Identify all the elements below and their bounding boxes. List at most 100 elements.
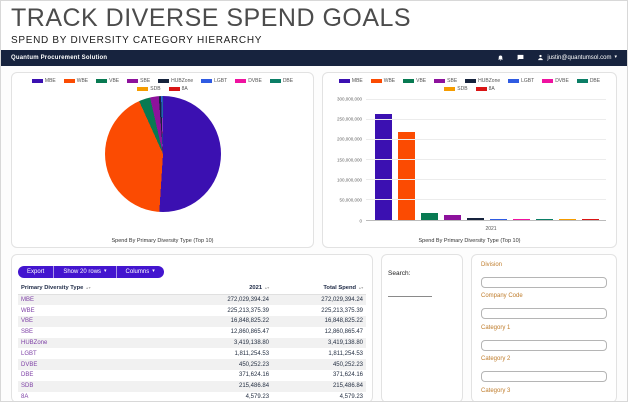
legend-item[interactable]: SBE — [434, 78, 457, 84]
spend-2021-cell: 16,848,825.22 — [178, 316, 273, 327]
column-header-diversity-type[interactable]: Primary Diversity Type ▲▼ — [18, 282, 179, 295]
column-header-2021[interactable]: 2021 ▲▼ — [178, 282, 273, 295]
diversity-type-cell: LGBT — [18, 348, 178, 359]
filter-field-category-2: Category 2 — [481, 356, 607, 383]
bar-x-tick-label: 2021 — [485, 225, 497, 232]
bar-WBE[interactable] — [398, 132, 415, 220]
filter-input-category-1[interactable] — [481, 339, 607, 351]
export-button[interactable]: Export — [18, 265, 55, 278]
bar-MBE[interactable] — [375, 114, 392, 220]
y-axis-tick-label: 0 — [359, 218, 362, 223]
gridline — [366, 159, 606, 160]
legend-item[interactable]: VBE — [403, 78, 426, 84]
legend-item[interactable]: DVBE — [542, 78, 569, 84]
legend-item[interactable]: WBE — [370, 78, 395, 84]
show-rows-label: Show 20 rows — [63, 268, 102, 275]
legend-item[interactable]: DVBE — [235, 78, 262, 84]
search-label: Search: — [388, 269, 411, 277]
diversity-type-link[interactable]: LGBT — [21, 350, 37, 357]
diversity-type-link[interactable]: SDB — [21, 383, 34, 390]
filter-field-category-1: Category 1 — [481, 325, 607, 352]
legend-swatch — [127, 78, 139, 83]
filter-input-division[interactable] — [481, 276, 607, 288]
diversity-type-link[interactable]: SBE — [21, 329, 34, 336]
diversity-type-link[interactable]: MBE — [21, 296, 35, 303]
legend-label: DVBE — [555, 77, 569, 84]
app-brand[interactable]: Quantum Procurement Solution — [11, 54, 108, 61]
bar-DBE[interactable] — [536, 218, 553, 220]
spend-2021-cell: 225,213,375.39 — [227, 307, 270, 314]
diversity-type-link[interactable]: DVBE — [21, 361, 38, 368]
legend-label: DVBE — [248, 77, 262, 84]
legend-item[interactable]: HUBZone — [465, 78, 500, 84]
bar-VBE[interactable] — [421, 213, 438, 220]
legend-label: MBE — [44, 77, 56, 84]
legend-label: DBE — [282, 77, 294, 84]
legend-item[interactable]: DBE — [269, 77, 294, 84]
show-rows-dropdown[interactable]: Show 20 rows ▾ — [54, 265, 117, 278]
legend-item[interactable]: DBE — [576, 78, 600, 84]
legend-item[interactable]: HUBZone — [158, 78, 193, 84]
legend-item[interactable]: LGBT — [201, 78, 227, 84]
diversity-type-link[interactable]: WBE — [21, 307, 35, 314]
pie-chart-caption: Spend By Primary Diversity Type (Top 10) — [111, 237, 214, 244]
diversity-type-link[interactable]: VBE — [21, 318, 34, 325]
bar-chart-bars — [366, 99, 606, 220]
spend-2021-cell: 12,860,865.47 — [230, 329, 270, 336]
legend-item[interactable]: SDB — [137, 86, 161, 92]
legend-item[interactable]: VBE — [96, 78, 119, 84]
legend-item[interactable]: MBE — [31, 77, 56, 84]
total-spend-cell: 450,252.23 — [272, 359, 366, 370]
legend-item[interactable]: LGBT — [508, 78, 534, 84]
filter-label: Category 3 — [481, 387, 511, 394]
diversity-type-link[interactable]: DBE — [21, 372, 34, 379]
legend-item[interactable]: SDB — [444, 85, 468, 92]
filter-input-category-2[interactable] — [481, 371, 607, 382]
diversity-type-cell: HUBZone — [18, 337, 179, 349]
column-header-total-spend[interactable]: Total Spend ▲▼ — [272, 282, 366, 295]
bar-LGBT[interactable] — [490, 218, 507, 220]
diversity-type-link[interactable]: 8A — [21, 393, 29, 400]
filter-input-company-code[interactable] — [481, 308, 607, 319]
diversity-type-link[interactable]: HUBZone — [21, 340, 48, 347]
export-button-label: Export — [27, 268, 45, 275]
diversity-type-cell: SDB — [18, 380, 179, 392]
columns-dropdown[interactable]: Columns ▾ — [116, 265, 164, 278]
legend-label: 8A — [488, 85, 495, 92]
user-menu[interactable]: justin@quantumsol.com ▾ — [537, 54, 617, 61]
notifications-bell-icon[interactable] — [497, 54, 504, 61]
gridline — [366, 179, 606, 181]
y-axis-tick-label: 100,000,000 — [336, 177, 362, 183]
bar-8A[interactable] — [582, 218, 599, 220]
filter-label: Category 2 — [481, 356, 511, 362]
pie-chart[interactable] — [104, 95, 221, 212]
table-toolbar: Export Show 20 rows ▾ Columns ▾ — [18, 265, 164, 278]
column-header-label: 2021 — [249, 284, 263, 291]
diversity-type-cell: VBE — [18, 316, 179, 327]
chat-icon[interactable] — [517, 54, 524, 61]
filter-label: Division — [481, 261, 503, 268]
diversity-type-cell: 8A — [18, 392, 178, 401]
legend-item[interactable]: 8A — [475, 85, 495, 92]
search-input[interactable] — [388, 287, 432, 297]
gridline — [366, 98, 606, 100]
legend-swatch — [96, 78, 108, 83]
diversity-type-cell: SBE — [18, 327, 178, 338]
legend-item[interactable]: SBE — [127, 78, 150, 84]
spend-2021-cell: 4,579.23 — [245, 393, 270, 400]
legend-label: SDB — [457, 85, 468, 92]
total-spend-cell: 215,486.84 — [272, 380, 366, 392]
legend-item[interactable]: 8A — [168, 86, 188, 92]
legend-swatch — [338, 78, 350, 83]
bar-DVBE[interactable] — [513, 218, 530, 220]
spend-table-card: Export Show 20 rows ▾ Columns ▾ — [11, 253, 373, 401]
bar-SBE[interactable] — [444, 214, 461, 220]
bar-chart[interactable]: 300,000,000 250,000,000 200,000,000 150,000… — [329, 96, 606, 223]
legend-item[interactable]: MBE — [338, 78, 363, 84]
filter-panel: Division Company Code Category 1 Category 2… — [471, 253, 617, 401]
legend-item[interactable]: WBE — [63, 78, 88, 84]
bar-HUBZone[interactable] — [467, 218, 484, 220]
bar-SDB[interactable] — [559, 218, 576, 220]
y-axis-tick-label: 250,000,000 — [336, 116, 362, 122]
legend-swatch — [403, 78, 415, 83]
